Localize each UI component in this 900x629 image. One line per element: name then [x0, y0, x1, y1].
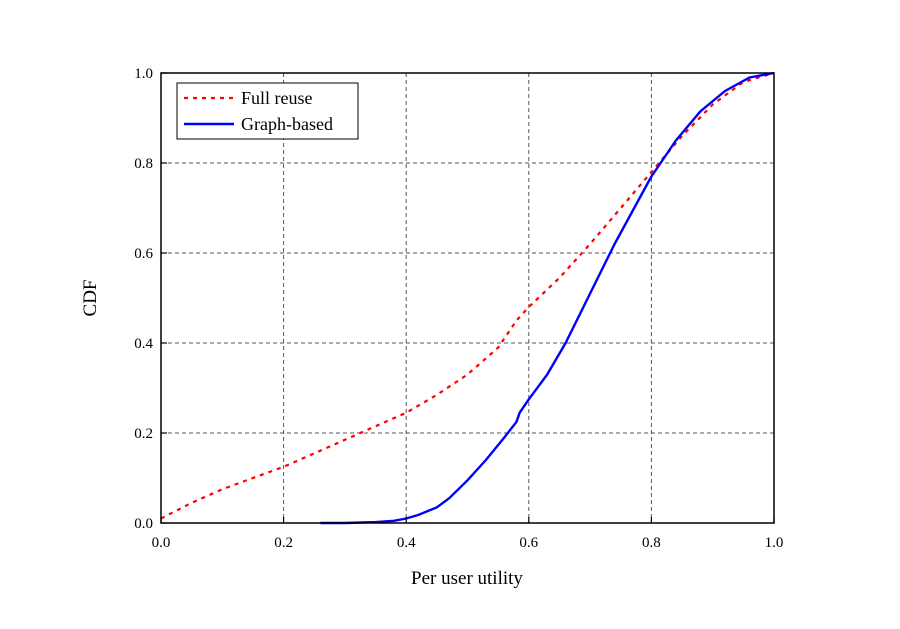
series-line-graph-based: [320, 71, 775, 525]
series-line-full-reuse: [160, 71, 775, 520]
x-axis-title: Per user utility: [411, 568, 523, 589]
series-lines: [160, 71, 775, 525]
y-tick-label: 0.8: [134, 156, 153, 172]
grid: [161, 73, 774, 523]
x-tick-label: 0.2: [274, 535, 293, 551]
y-tick-label: 0.6: [134, 246, 153, 262]
plot-frame: [160, 72, 775, 524]
axis-ticks: 0.0 0.2 0.4 0.6 0.8 1.0 0.0 0.2 0.4 0.6 0.8 1.0: [134, 66, 783, 551]
x-tick-label: 0.4: [397, 535, 416, 551]
legend-label-full-reuse: Full reuse: [241, 88, 313, 108]
y-tick-label: 0.0: [134, 516, 153, 532]
legend-label-graph-based: Graph-based: [241, 114, 333, 134]
x-tick-label: 0.8: [642, 535, 661, 551]
y-axis-title: CDF: [80, 280, 101, 317]
x-tick-label: 0.0: [152, 535, 171, 551]
legend: Full reuse Graph-based: [176, 82, 359, 140]
y-tick-label: 0.2: [134, 426, 153, 442]
y-tick-label: 0.4: [134, 336, 153, 352]
x-tick-label: 0.6: [519, 535, 538, 551]
x-tick-label: 1.0: [765, 535, 784, 551]
y-tick-label: 1.0: [134, 66, 153, 82]
legend-box: [176, 82, 359, 140]
